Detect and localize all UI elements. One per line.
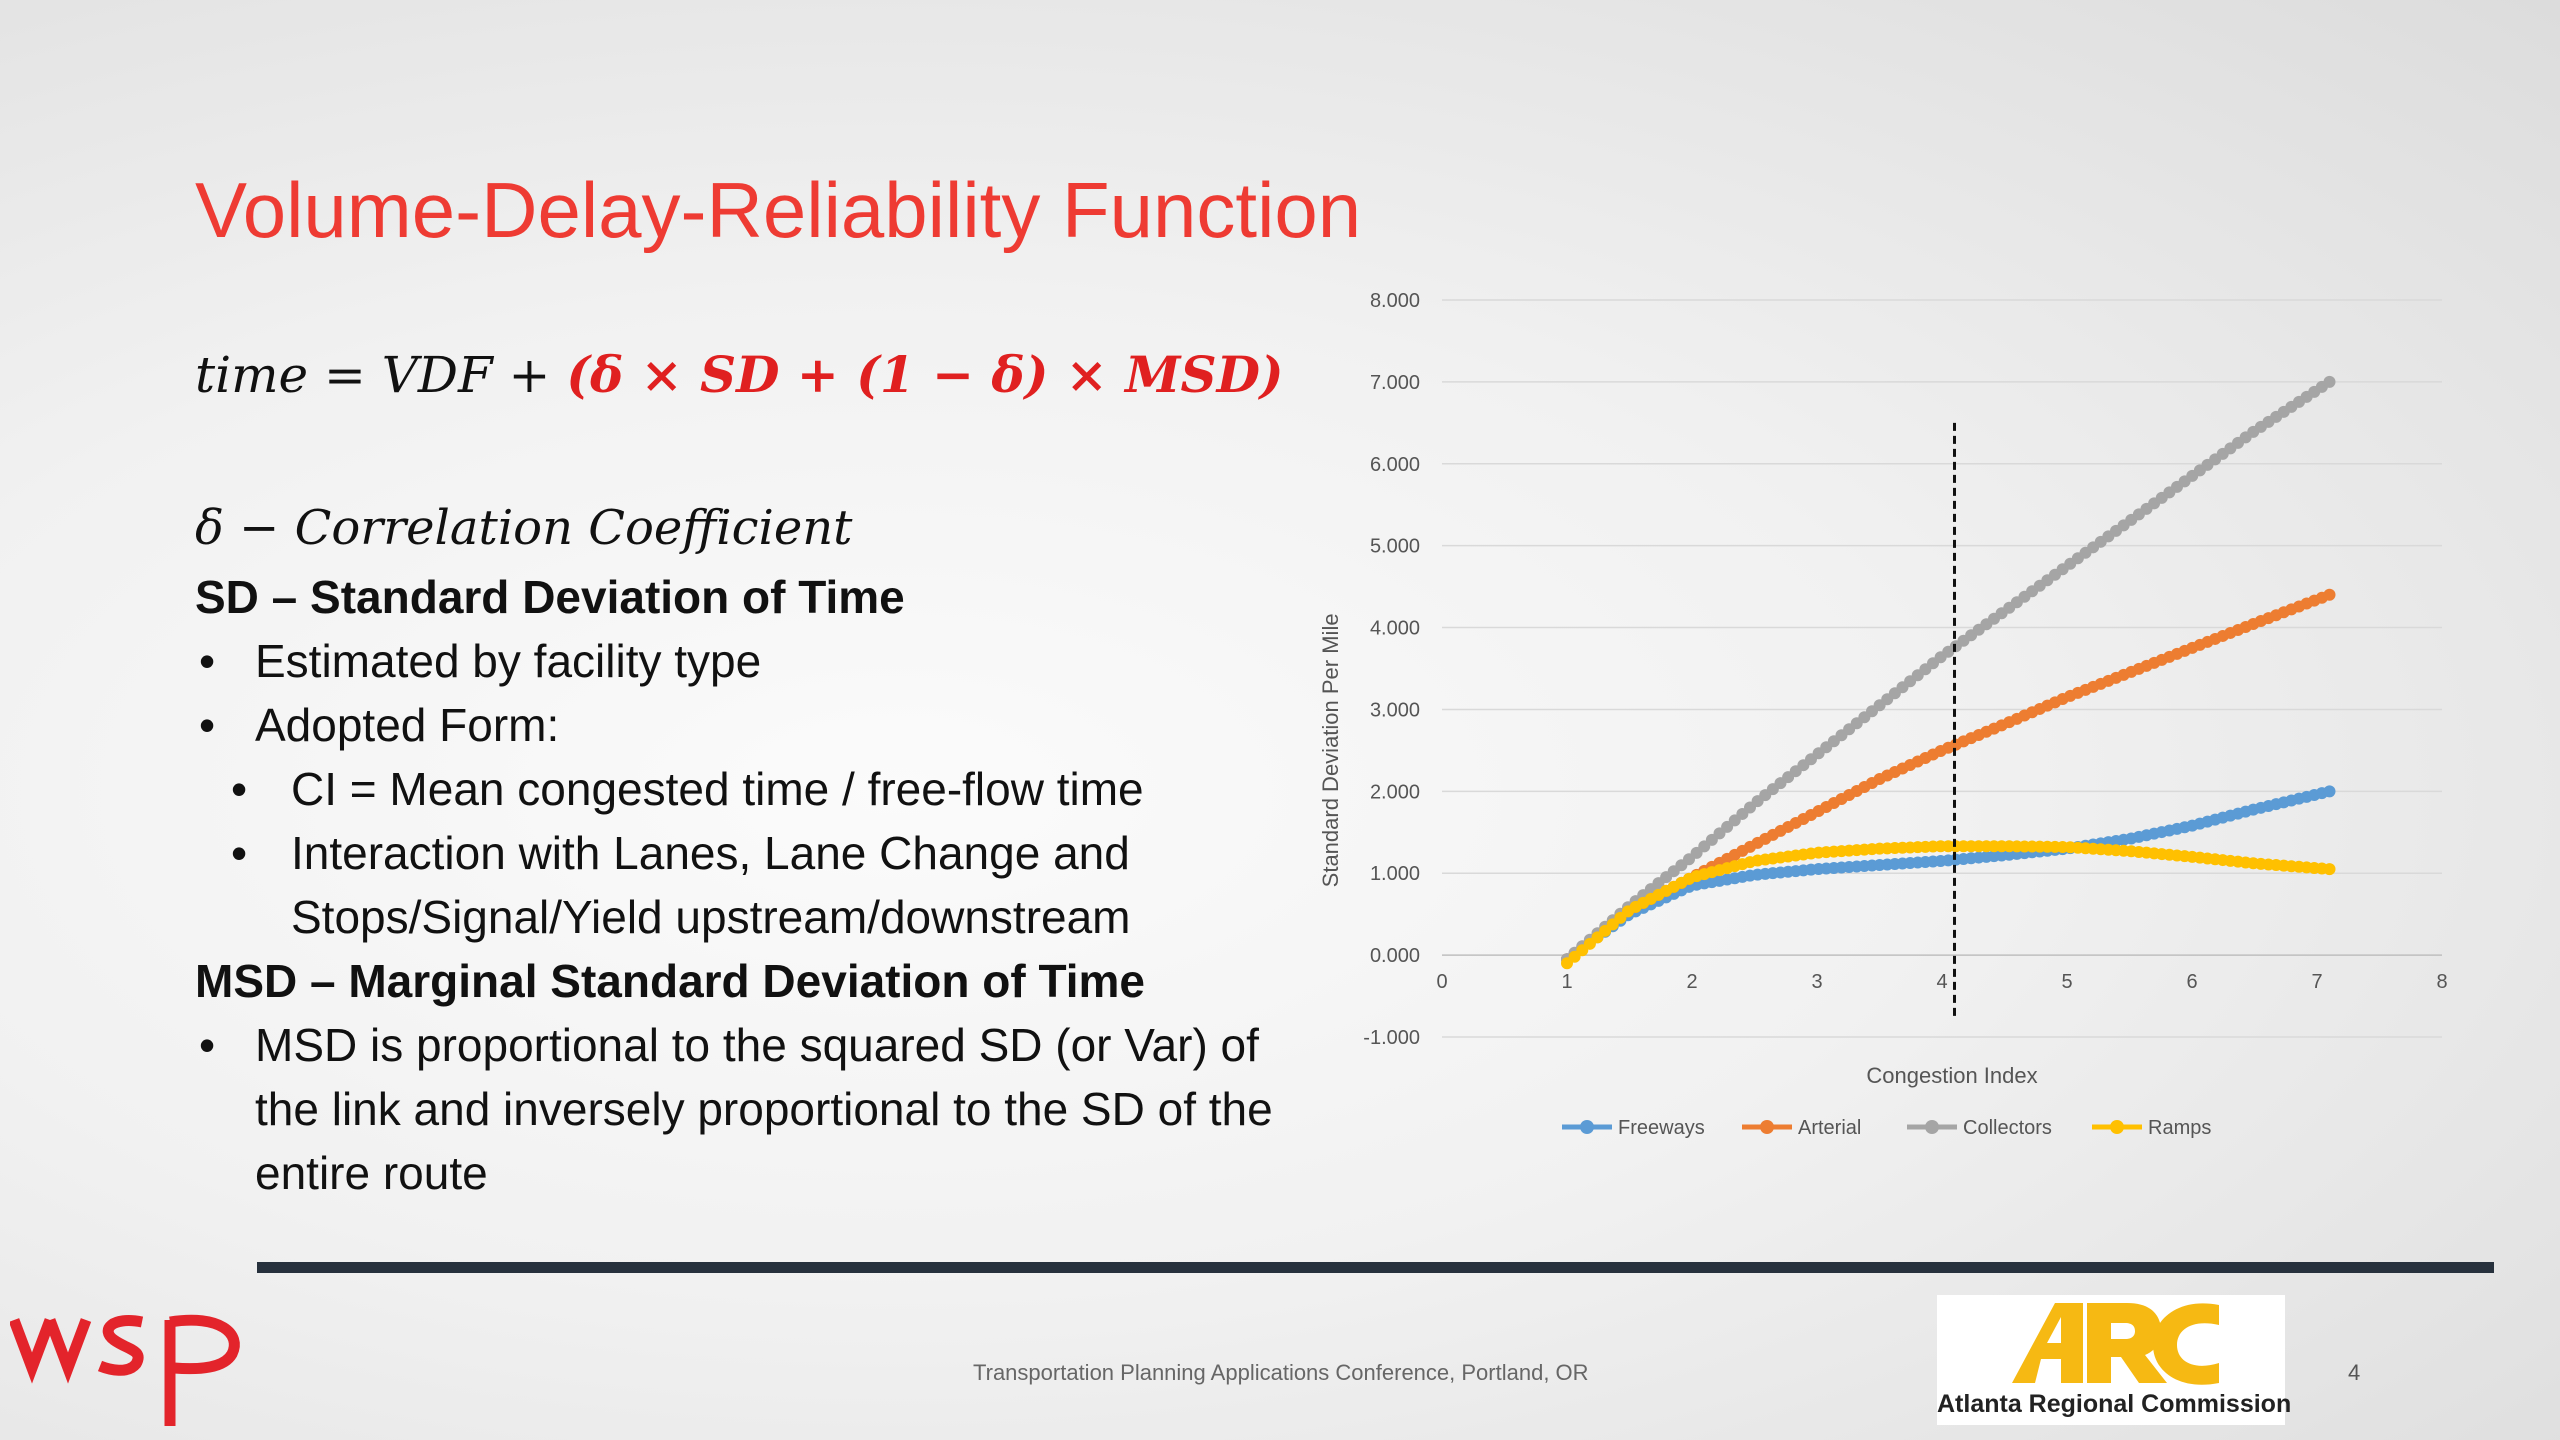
delta-definition: δ − Correlation Coefficient: [195, 500, 853, 556]
series-ramps: [1561, 840, 2336, 970]
msd-bullet: MSD is proportional to the squared SD (o…: [199, 1013, 1305, 1205]
y-tick-label: 3.000: [1370, 699, 1420, 721]
data-point: [2323, 863, 2336, 876]
x-tick-label: 8: [2436, 971, 2447, 993]
y-tick-label: 5.000: [1370, 536, 1420, 558]
formula-lhs: time = VDF +: [195, 346, 567, 404]
msd-bullet-list: MSD is proportional to the squared SD (o…: [195, 1013, 1305, 1205]
legend-label: Collectors: [1963, 1117, 2052, 1139]
y-tick-label: -1.000: [1363, 1027, 1420, 1049]
legend-label: Arterial: [1798, 1117, 1861, 1139]
x-tick-label: 0: [1436, 971, 1447, 993]
legend-item-collectors: Collectors: [1907, 1117, 2052, 1139]
x-tick-label: 6: [2186, 971, 2197, 993]
x-tick-label: 2: [1686, 971, 1697, 993]
arc-logo: Atlanta Regional Commission: [1937, 1295, 2292, 1425]
x-tick-labels: 0 1 2 3 4 5 6 7 8: [1436, 971, 2447, 993]
page-number: 4: [2348, 1360, 2361, 1385]
slide-title: Volume-Delay-Reliability Function: [195, 166, 1362, 254]
chart-gridlines: [1442, 299, 2442, 1038]
msd-heading: MSD – Marginal Standard Deviation of Tim…: [195, 955, 1145, 1007]
legend-item-ramps: Ramps: [2092, 1117, 2211, 1139]
formula: time = VDF + (δ × SD + (1 − δ) × MSD): [195, 345, 1284, 404]
sd-sub-bullet-list: CI = Mean congested time / free-flow tim…: [195, 757, 1305, 949]
x-tick-label: 1: [1561, 971, 1572, 993]
slide-body: SD – Standard Deviation of Time Estimate…: [195, 565, 1305, 1205]
sd-sub-bullet: CI = Mean congested time / free-flow tim…: [231, 757, 1305, 821]
footer-text: Transportation Planning Applications Con…: [973, 1360, 1589, 1385]
sd-sub-bullet: Interaction with Lanes, Lane Change and …: [231, 821, 1305, 949]
legend-label: Ramps: [2148, 1117, 2211, 1139]
data-point: [2323, 785, 2336, 798]
arc-label: Atlanta Regional Commission: [1937, 1390, 2292, 1418]
sd-chart: -1.000 0.000 1.000 2.000 3.000 4.000 5.000 6.00…: [1318, 290, 2448, 1139]
legend-label: Freeways: [1618, 1117, 1705, 1139]
y-tick-label: 6.000: [1370, 454, 1420, 476]
legend-item-freeways: Freeways: [1562, 1117, 1705, 1139]
legend-swatch-dot: [2110, 1120, 2124, 1134]
y-tick-labels: -1.000 0.000 1.000 2.000 3.000 4.000 5.000 6.00…: [1363, 290, 1420, 1049]
x-tick-label: 4: [1936, 971, 1947, 993]
x-axis-label: Congestion Index: [1866, 1063, 2037, 1088]
chart-series: [1561, 375, 2336, 970]
arc-logo-mark: [2012, 1303, 2219, 1385]
legend-swatch-dot: [1580, 1120, 1594, 1134]
sd-bullet: Estimated by facility type: [199, 629, 1305, 693]
legend-swatch-dot: [1925, 1120, 1939, 1134]
sd-bullet-list: Estimated by facility type Adopted Form:: [195, 629, 1305, 757]
chart-legend: Freeways Arterial Collectors Ramps: [1562, 1117, 2211, 1139]
sd-bullet: Adopted Form:: [199, 693, 1305, 757]
y-tick-label: 4.000: [1370, 618, 1420, 640]
sd-heading: SD – Standard Deviation of Time: [195, 571, 905, 623]
legend-swatch-dot: [1760, 1120, 1774, 1134]
y-tick-label: 0.000: [1370, 945, 1420, 967]
legend-item-arterial: Arterial: [1742, 1117, 1861, 1139]
y-axis-label: Standard Deviation Per Mile: [1318, 613, 1343, 887]
x-tick-label: 5: [2061, 971, 2072, 993]
y-tick-label: 8.000: [1370, 290, 1420, 312]
series-arterial: [1561, 588, 2336, 966]
wsp-logo: [10, 1314, 240, 1426]
data-point: [2323, 588, 2336, 601]
footer-divider: [257, 1262, 2494, 1273]
x-tick-label: 7: [2311, 971, 2322, 993]
x-tick-label: 3: [1811, 971, 1822, 993]
y-tick-label: 1.000: [1370, 863, 1420, 885]
formula-rhs: (δ × SD + (1 − δ) × MSD): [566, 345, 1284, 404]
data-point: [2323, 375, 2336, 388]
y-tick-label: 7.000: [1370, 372, 1420, 394]
y-tick-label: 2.000: [1370, 781, 1420, 803]
